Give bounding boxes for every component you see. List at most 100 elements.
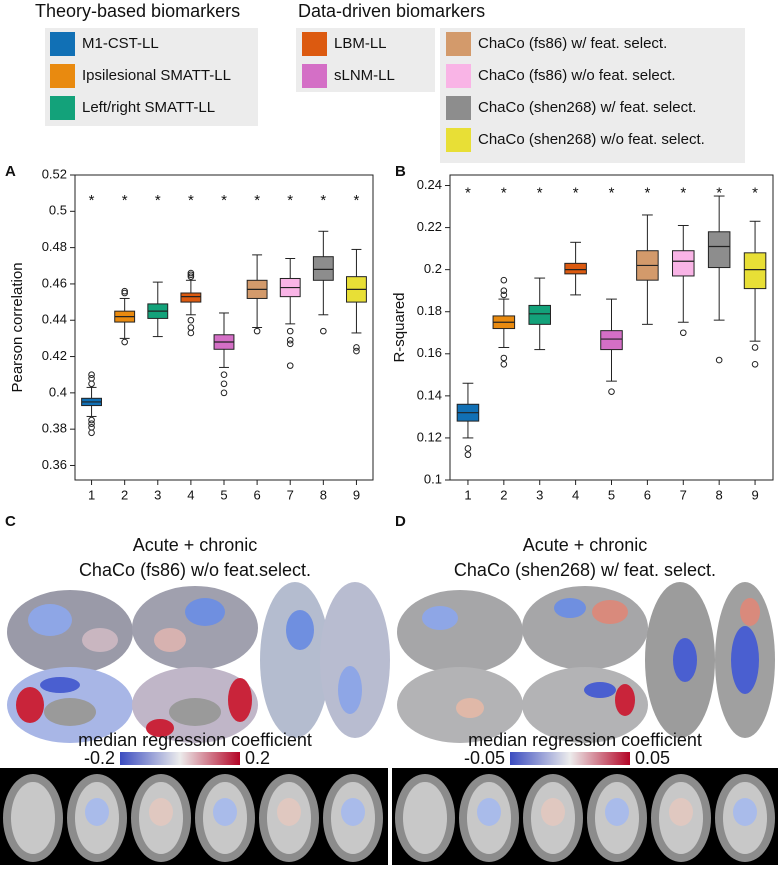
outlier [220, 389, 228, 397]
y-tick-label: 0.52 [42, 166, 67, 181]
x-tick-label: 1 [88, 487, 95, 502]
box [180, 292, 202, 303]
brain-region [228, 678, 252, 722]
panel-label: C [5, 513, 16, 530]
legend-title: Theory-based biomarkers [35, 1, 240, 21]
x-tick-label: 9 [353, 487, 360, 502]
outlier [88, 375, 95, 382]
mri-slice-inner [403, 782, 447, 854]
map-title: Acute + chronic [523, 535, 648, 555]
legend-swatch [302, 32, 327, 56]
x-tick-label: 4 [572, 487, 579, 502]
outlier [500, 276, 508, 284]
x-tick-label: 2 [500, 487, 507, 502]
outlier [500, 291, 508, 299]
significance: * [354, 192, 360, 209]
colorbar-max: 0.05 [635, 748, 670, 768]
significance: * [501, 185, 507, 202]
brain-region [146, 719, 174, 737]
legend-swatch [50, 64, 75, 88]
mri-slices [3, 774, 775, 862]
map-title: ChaCo (shen268) w/ feat. select. [454, 560, 716, 580]
y-tick-label: 0.1 [424, 471, 442, 486]
significance: * [89, 192, 95, 209]
panel-label: B [395, 163, 406, 180]
outlier [286, 336, 294, 344]
legend-label: sLNM-LL [334, 67, 395, 84]
significance: * [287, 192, 293, 209]
x-tick-label: 1 [464, 487, 471, 502]
outlier [751, 361, 759, 368]
significance: * [221, 192, 227, 209]
brain-region [422, 606, 458, 630]
outlier [88, 424, 95, 431]
brain-region [673, 638, 697, 682]
outlier [608, 388, 615, 395]
x-tick-label: 8 [320, 487, 327, 502]
mri-highlight [341, 798, 365, 826]
legend-title: Data-driven biomarkers [298, 1, 485, 21]
colorbar-min: -0.2 [84, 748, 115, 768]
brain-region [740, 598, 760, 626]
mri-highlight [733, 798, 757, 826]
box [564, 262, 587, 275]
outlier [88, 380, 95, 388]
box [743, 252, 767, 290]
legend-label: ChaCo (fs86) w/ feat. select. [478, 35, 667, 52]
x-tick-label: 5 [220, 487, 227, 502]
y-tick-label: 0.22 [417, 219, 442, 234]
outlier [220, 380, 228, 388]
significance: * [465, 185, 471, 202]
x-tick-label: 6 [644, 487, 651, 502]
brain-region [584, 682, 616, 698]
y-tick-label: 0.46 [42, 275, 67, 290]
outlier [500, 287, 508, 294]
brain [320, 582, 390, 738]
mri-highlight [669, 798, 693, 826]
significance: * [680, 185, 686, 202]
legend-label: ChaCo (shen268) w/o feat. select. [478, 131, 705, 148]
outlier [187, 269, 195, 277]
map-title: ChaCo (fs86) w/o feat.select. [79, 560, 311, 580]
y-tick-label: 0.14 [417, 387, 442, 402]
colorbar-label: median regression coefficient [468, 730, 702, 750]
legend-swatch [446, 96, 471, 120]
colorbar [120, 752, 240, 765]
outlier [353, 347, 360, 355]
outlier [751, 344, 759, 351]
legend-swatch [446, 64, 471, 88]
outlier [500, 361, 508, 368]
outlier [220, 371, 228, 379]
outlier [121, 338, 128, 346]
brain-maps [7, 582, 775, 743]
outlier [353, 344, 360, 351]
brain-region [40, 677, 80, 693]
significance: * [155, 192, 161, 209]
box [312, 256, 334, 281]
y-tick-label: 0.12 [417, 429, 442, 444]
brain-region [731, 626, 759, 694]
outlier [715, 356, 723, 364]
brain-region [456, 698, 484, 718]
outlier [88, 420, 95, 428]
x-tick-label: 4 [187, 487, 194, 502]
x-tick-label: 9 [751, 487, 758, 502]
legend-box [440, 28, 745, 163]
x-tick-label: 2 [121, 487, 128, 502]
outlier [88, 416, 95, 424]
brain [260, 582, 330, 738]
brain-region [185, 598, 225, 626]
legend-swatch [446, 32, 471, 56]
significance: * [644, 185, 650, 202]
significance: * [188, 192, 194, 209]
box [672, 250, 695, 277]
brain-region [16, 687, 44, 723]
legend-label: LBM-LL [334, 35, 387, 52]
legend-swatch [50, 96, 75, 120]
outlier [464, 445, 472, 452]
colorbar-label: median regression coefficient [78, 730, 312, 750]
box [528, 304, 551, 325]
legend-label: M1-CST-LL [82, 35, 159, 52]
brain-region [154, 628, 186, 652]
significance: * [716, 185, 722, 202]
